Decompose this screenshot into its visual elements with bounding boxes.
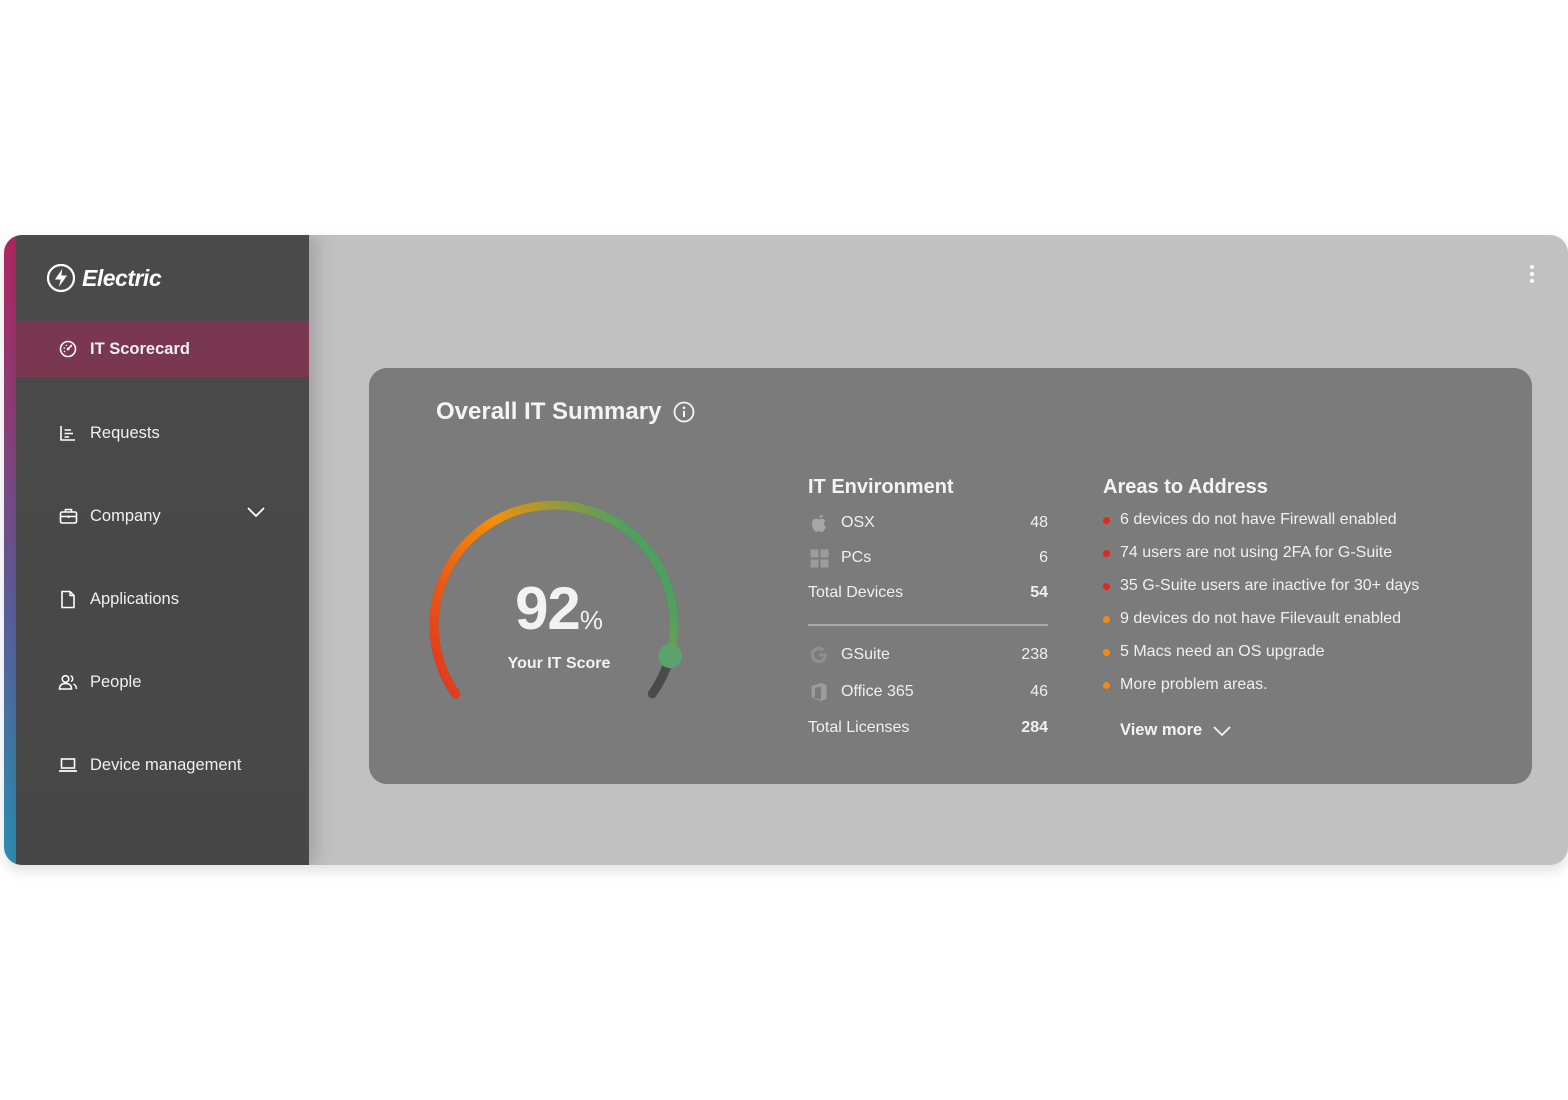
license-row-gsuite: GSuite 238 [808,643,1048,667]
view-more-button[interactable]: View more [1120,721,1232,740]
laptop-icon [58,755,78,775]
score-number: 92 [515,575,581,642]
score-label: Your IT Score [507,655,611,672]
license-count: 238 [1021,646,1048,663]
card-title: Overall IT Summary [436,398,695,426]
device-row-pcs: PCs 6 [808,546,1048,570]
windows-icon [808,547,830,569]
sidebar-item-device-management[interactable]: Device management [16,737,309,793]
chevron-down-icon [1213,725,1231,736]
areas-to-address: Areas to Address 6 devices do not have F… [1103,476,1503,739]
sidebar-item-label: People [90,672,142,691]
app-logo[interactable]: Electric [46,263,162,293]
score-value: 92% [429,574,689,643]
info-icon[interactable] [673,401,695,423]
severity-dot [1103,681,1110,689]
chevron-down-icon[interactable] [246,506,266,518]
sidebar-item-label: Requests [90,423,160,442]
license-count: 46 [1030,683,1048,700]
gauge-fill [429,500,679,699]
it-score-gauge: 92% Your IT Score [429,500,689,720]
total-devices-value: 54 [1030,584,1048,601]
device-count: 48 [1030,514,1048,531]
office-icon [808,681,830,703]
area-text: More problem areas. [1120,676,1268,693]
people-icon [58,672,78,692]
areas-title: Areas to Address [1103,476,1268,498]
it-environment: IT Environment OSX 48 PCs 6 Total Device… [808,476,1048,736]
area-item[interactable]: 35 G-Suite users are inactive for 30+ da… [1103,577,1419,595]
sidebar-item-company[interactable]: Company [16,488,309,544]
device-name: PCs [841,549,872,566]
license-name: Office 365 [841,683,914,700]
device-count: 6 [1039,549,1048,566]
google-icon [808,644,830,666]
area-text: 9 devices do not have Filevault enabled [1120,610,1402,627]
license-row-office-365: Office 365 46 [808,680,1048,704]
area-item[interactable]: 6 devices do not have Firewall enabled [1103,511,1397,529]
area-item[interactable]: More problem areas. [1103,676,1268,694]
device-row-osx: OSX 48 [808,511,1048,535]
area-item[interactable]: 9 devices do not have Filevault enabled [1103,610,1401,628]
view-more-label: View more [1120,721,1203,739]
gauge-chart [429,500,682,699]
severity-dot [1103,516,1110,524]
severity-dot [1103,582,1110,590]
area-text: 35 G-Suite users are inactive for 30+ da… [1120,577,1420,594]
gauge-icon [58,339,78,359]
it-summary-card: Overall IT Summary 92% Your IT Sco [369,368,1532,784]
total-licenses-value: 284 [1021,719,1048,736]
summary-title: Overall IT Summary [436,398,662,425]
area-item[interactable]: 5 Macs need an OS upgrade [1103,643,1325,661]
sidebar-item-label: Device management [90,755,242,774]
total-licenses-label: Total Licenses [808,719,910,736]
sidebar-item-it-scorecard[interactable]: IT Scorecard [16,321,309,377]
briefcase-icon [58,506,78,526]
it-environment-title: IT Environment [808,476,954,498]
divider [808,624,1048,626]
sidebar-item-people[interactable]: People [16,654,309,710]
bar-chart-icon [58,423,78,443]
total-devices-row: Total Devices 54 [808,581,1048,605]
score-unit: % [579,605,603,635]
sidebar-item-requests[interactable]: Requests [16,405,309,461]
app-window: Electric IT Scorecard Requests Company [4,235,1568,865]
sidebar-item-label: Company [90,506,161,525]
device-name: OSX [841,514,875,531]
sidebar-item-label: Applications [90,589,179,608]
sidebar: Electric IT Scorecard Requests Company [16,235,309,865]
area-text: 74 users are not using 2FA for G-Suite [1120,544,1393,561]
kebab-menu-icon[interactable] [1530,265,1534,283]
document-icon [58,589,78,609]
severity-dot [1103,615,1110,623]
severity-dot [1103,648,1110,656]
total-licenses-row: Total Licenses 284 [808,716,1048,740]
sidebar-item-applications[interactable]: Applications [16,571,309,627]
apple-icon [808,512,830,534]
gauge-knob [657,644,682,669]
severity-dot [1103,549,1110,557]
accent-strip [4,235,18,865]
total-devices-label: Total Devices [808,584,904,601]
app-name: Electric [82,264,162,291]
area-text: 6 devices do not have Firewall enabled [1120,511,1397,528]
license-name: GSuite [841,646,890,663]
area-item[interactable]: 74 users are not using 2FA for G-Suite [1103,544,1392,562]
lightning-bolt-icon [46,263,76,293]
sidebar-item-label: IT Scorecard [90,339,190,358]
area-text: 5 Macs need an OS upgrade [1120,643,1325,660]
